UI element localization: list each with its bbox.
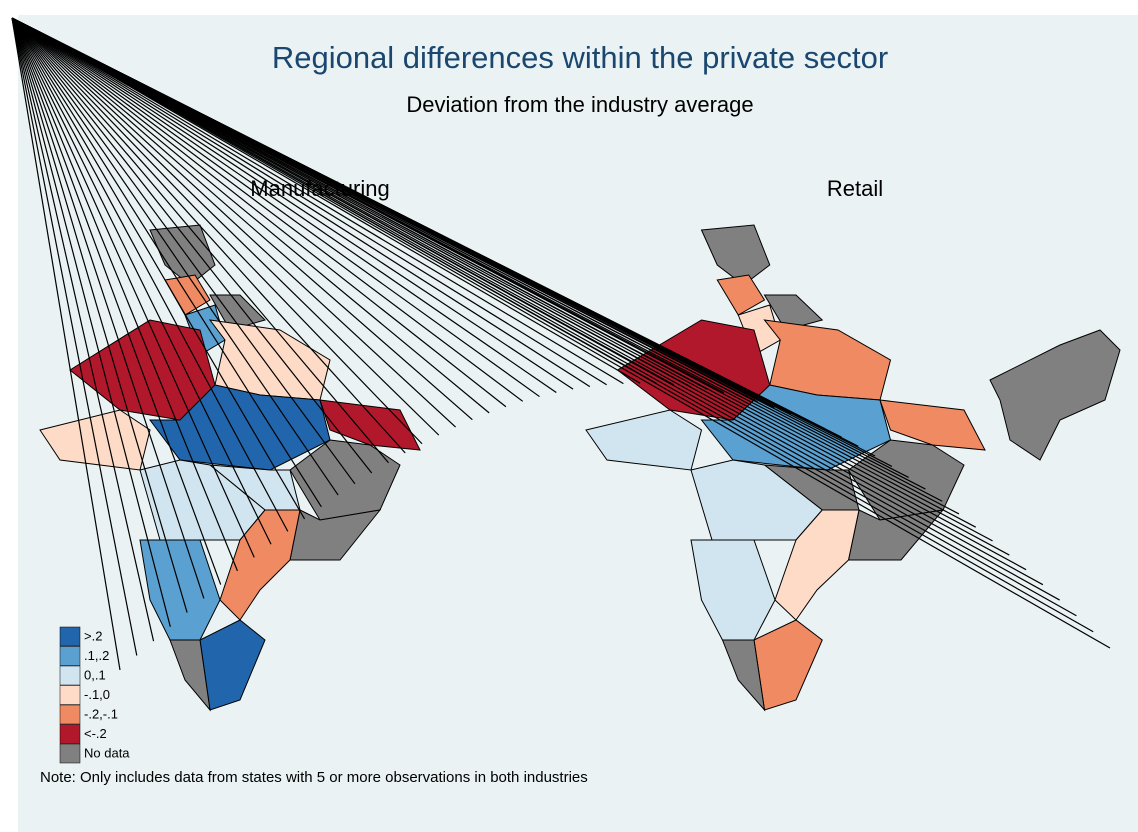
panel-title: Retail xyxy=(827,176,883,201)
legend-label: -.1,0 xyxy=(84,687,110,702)
legend-swatch xyxy=(60,705,80,724)
legend-label: .1,.2 xyxy=(84,648,109,663)
legend-label: 0,.1 xyxy=(84,667,106,682)
legend-label: <-.2 xyxy=(84,726,107,741)
legend-swatch xyxy=(60,627,80,646)
title: Regional differences within the private … xyxy=(272,40,888,75)
panel-title: Manufacturing xyxy=(250,176,389,201)
legend-label: >.2 xyxy=(84,628,102,643)
legend-label: -.2,-.1 xyxy=(84,706,118,721)
note: Note: Only includes data from states wit… xyxy=(40,769,588,786)
legend-label: No data xyxy=(84,745,130,760)
legend-swatch xyxy=(60,725,80,744)
legend-swatch xyxy=(60,686,80,705)
page: {"title": "Regional differences within t… xyxy=(0,0,1138,832)
legend-swatch xyxy=(60,666,80,685)
figure: Regional differences within the private … xyxy=(0,0,1138,832)
legend-swatch xyxy=(60,744,80,763)
subtitle: Deviation from the industry average xyxy=(406,92,753,117)
legend-swatch xyxy=(60,647,80,666)
